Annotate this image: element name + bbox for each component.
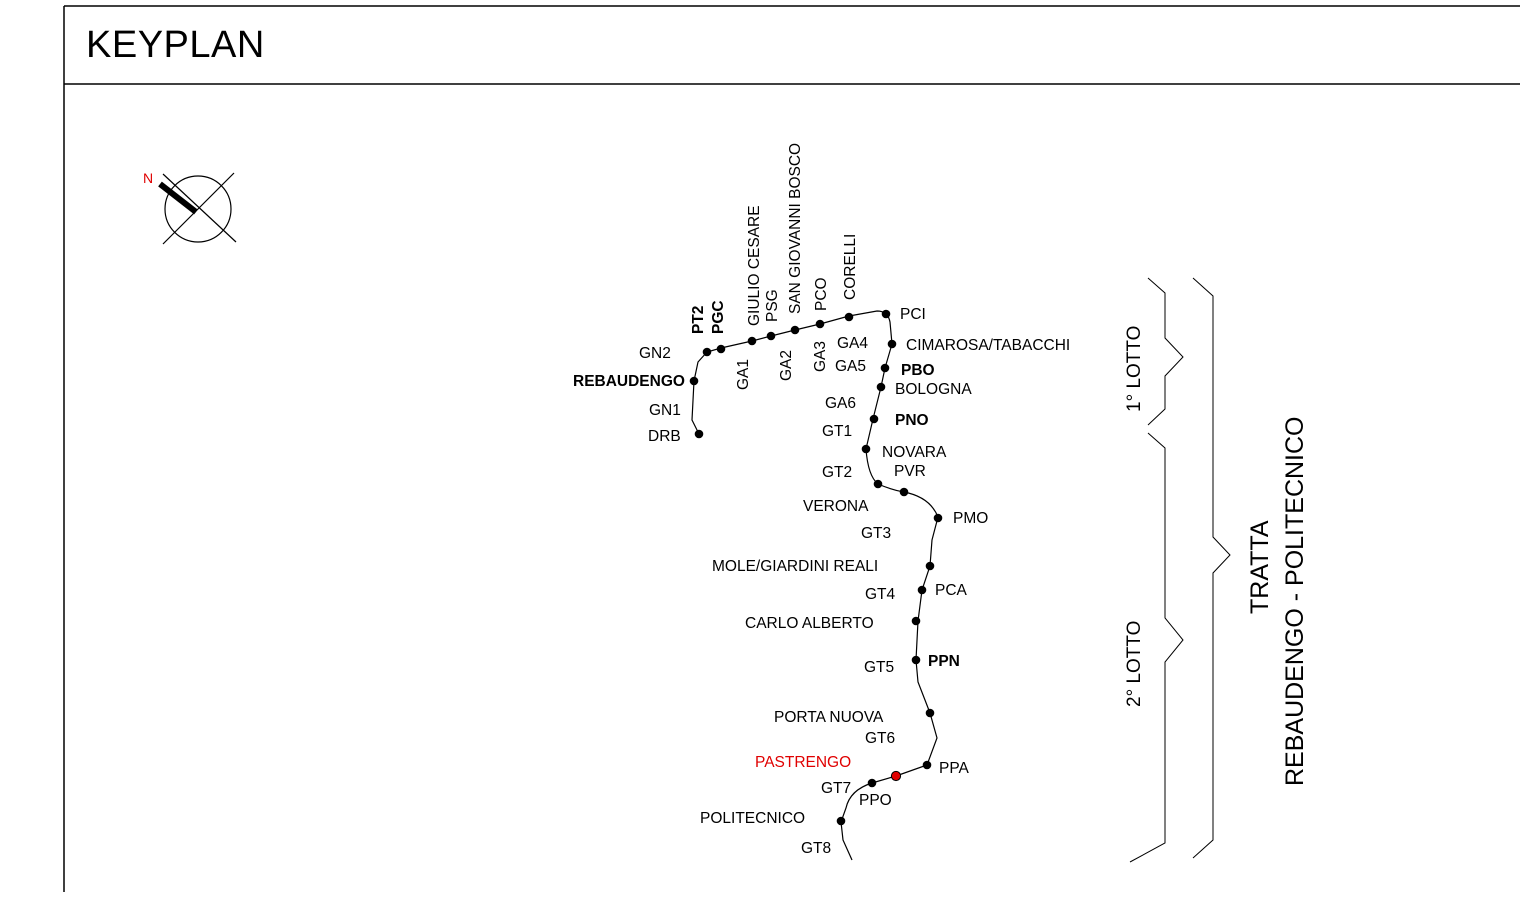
- label-ppn: PPN: [928, 653, 960, 670]
- node-corelli: [844, 312, 854, 322]
- label-giulio-cesare: GIULIO CESARE: [746, 205, 763, 326]
- label-gt1: GT1: [822, 423, 852, 440]
- node-cimarosa: [887, 339, 897, 349]
- label-pgc: PGC: [710, 300, 727, 334]
- label-pco: PCO: [813, 277, 830, 311]
- label-ga2: GA2: [778, 350, 795, 381]
- label-politecnico: POLITECNICO: [700, 810, 805, 827]
- node-san-giovanni-bosco: [790, 325, 800, 335]
- node-porta-nuova: [925, 708, 935, 718]
- node-rebaudengo: [689, 376, 699, 386]
- label-novara: NOVARA: [882, 444, 947, 461]
- label-gt5: GT5: [864, 659, 894, 676]
- node-pno: [869, 414, 879, 424]
- label-pci: PCI: [900, 306, 926, 323]
- node-novara: [861, 444, 871, 454]
- node-psg: [766, 331, 776, 341]
- label-ga3: GA3: [812, 341, 829, 372]
- label-ga4: GA4: [837, 335, 868, 352]
- lot1-brace: [1147, 277, 1184, 426]
- node-pgc: [716, 344, 726, 354]
- north-label: N: [143, 170, 153, 186]
- label-drb: DRB: [648, 428, 681, 445]
- node-politecnico: [836, 816, 846, 826]
- label-ga1: GA1: [735, 359, 752, 390]
- label-rebaudengo: REBAUDENGO: [573, 373, 685, 390]
- section-brace: [1192, 277, 1231, 859]
- node-mole: [925, 561, 935, 571]
- label-ga6: GA6: [825, 395, 856, 412]
- metro-line-route: [691, 310, 939, 861]
- node-pci: [881, 309, 891, 319]
- node-carlo-alberto: [911, 616, 921, 626]
- node-ppa: [922, 760, 932, 770]
- node-ppn: [911, 655, 921, 665]
- label-corelli: CORELLI: [842, 234, 859, 300]
- label-cimarosa: CIMAROSA/TABACCHI: [906, 337, 1070, 354]
- section-line1: TRATTA: [1246, 520, 1274, 614]
- node-pastrengo: [890, 770, 902, 782]
- label-ppo: PPO: [859, 792, 892, 809]
- label-pmo: PMO: [953, 510, 988, 527]
- label-gt4: GT4: [865, 586, 896, 603]
- label-gn2: GN2: [639, 345, 671, 362]
- node-pt2: [702, 347, 712, 357]
- label-ga5: GA5: [835, 358, 866, 375]
- label-porta-nuova: PORTA NUOVA: [774, 709, 884, 726]
- station-nodes: [689, 309, 943, 826]
- label-lot2: 2° LOTTO: [1124, 621, 1145, 707]
- label-pt2: PT2: [690, 306, 707, 334]
- label-san-giovanni-bosco: SAN GIOVANNI BOSCO: [787, 143, 804, 314]
- section-line2: REBAUDENGO - POLITECNICO: [1281, 417, 1309, 787]
- node-pca: [917, 585, 927, 595]
- label-pno: PNO: [895, 412, 929, 429]
- node-ppo: [867, 778, 877, 788]
- node-bologna: [876, 382, 886, 392]
- node-giulio-cesare: [747, 336, 757, 346]
- node-pmo: [933, 513, 943, 523]
- label-ppa: PPA: [939, 760, 970, 777]
- label-gn1: GN1: [649, 402, 681, 419]
- node-pbo: [880, 363, 890, 373]
- label-pvr: PVR: [894, 463, 926, 480]
- node-pco: [815, 319, 825, 329]
- label-pastrengo: PASTRENGO: [755, 754, 851, 771]
- north-arrow-icon: N: [143, 170, 237, 245]
- label-pbo: PBO: [901, 362, 935, 379]
- label-lot1: 1° LOTTO: [1124, 326, 1145, 412]
- node-pvr: [899, 487, 909, 497]
- node-drb: [694, 429, 704, 439]
- label-psg: PSG: [764, 289, 781, 322]
- label-carlo-alberto: CARLO ALBERTO: [745, 615, 874, 632]
- label-pca: PCA: [935, 582, 968, 599]
- node-verona: [873, 479, 883, 489]
- label-gt6: GT6: [865, 730, 895, 747]
- label-verona: VERONA: [803, 498, 869, 515]
- label-gt3: GT3: [861, 525, 891, 542]
- label-gt8: GT8: [801, 840, 831, 857]
- page-title: KEYPLAN: [86, 24, 265, 66]
- label-gt7: GT7: [821, 780, 851, 797]
- lot2-brace: [1129, 432, 1184, 863]
- label-mole: MOLE/GIARDINI REALI: [712, 558, 878, 575]
- label-gt2: GT2: [822, 464, 852, 481]
- label-bologna: BOLOGNA: [895, 381, 972, 398]
